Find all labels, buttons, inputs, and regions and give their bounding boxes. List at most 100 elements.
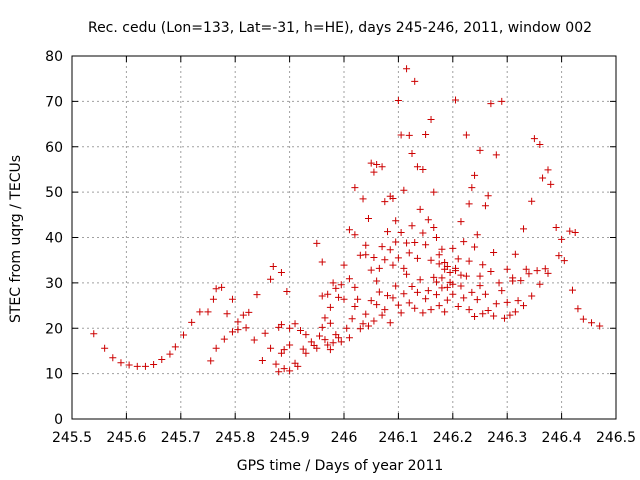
chart-title: Rec. cedu (Lon=133, Lat=-31, h=HE), days… xyxy=(88,20,592,36)
data-point xyxy=(267,275,275,283)
data-point xyxy=(313,344,321,352)
data-point xyxy=(277,349,285,357)
data-point xyxy=(528,197,536,205)
data-point xyxy=(435,260,443,268)
x-tick-label: 245.7 xyxy=(161,430,201,446)
data-point xyxy=(558,235,566,243)
data-point xyxy=(427,306,435,314)
data-point xyxy=(528,292,536,300)
data-point xyxy=(234,326,242,334)
data-point xyxy=(422,295,430,303)
x-tick-labels: 245.5 245.6 245.7 245.8 245.9 246 246.1 246.2 24… xyxy=(52,430,636,446)
data-point xyxy=(471,171,479,179)
data-point xyxy=(90,330,98,338)
data-point xyxy=(378,311,386,319)
data-point xyxy=(579,315,587,323)
data-point xyxy=(125,361,133,369)
data-point xyxy=(454,255,462,263)
data-point xyxy=(392,238,400,246)
data-point xyxy=(367,297,375,305)
data-point xyxy=(588,319,596,327)
data-point xyxy=(180,331,188,339)
data-point xyxy=(452,96,460,104)
data-point xyxy=(403,270,411,278)
data-point xyxy=(530,135,538,143)
data-point xyxy=(275,368,283,376)
data-point xyxy=(457,271,465,279)
data-point xyxy=(422,130,430,138)
data-point xyxy=(335,334,343,342)
data-point xyxy=(394,301,402,309)
data-point xyxy=(321,336,329,344)
data-point xyxy=(283,287,291,295)
data-point xyxy=(468,184,476,192)
data-point xyxy=(492,151,500,159)
data-point xyxy=(351,283,359,291)
data-point xyxy=(403,239,411,247)
data-point xyxy=(220,335,228,343)
data-point xyxy=(133,362,141,370)
data-point xyxy=(326,346,334,354)
data-point xyxy=(411,304,419,312)
data-point xyxy=(313,239,321,247)
data-point xyxy=(479,261,487,269)
data-point xyxy=(432,234,440,241)
data-point xyxy=(326,303,334,311)
data-point xyxy=(462,131,470,139)
data-point xyxy=(416,205,424,213)
data-point xyxy=(547,180,555,188)
data-point xyxy=(476,272,484,280)
data-point xyxy=(209,295,217,303)
data-point xyxy=(498,287,506,295)
data-point xyxy=(462,272,470,280)
data-point xyxy=(370,317,378,325)
data-point xyxy=(351,231,359,239)
data-point xyxy=(397,229,405,237)
data-point xyxy=(117,359,125,367)
data-point xyxy=(370,168,378,176)
data-point xyxy=(207,357,215,365)
data-point xyxy=(286,367,294,375)
data-point xyxy=(212,344,220,352)
axis-ticks xyxy=(71,55,617,420)
y-tick-label: 0 xyxy=(54,412,63,428)
data-point xyxy=(340,261,348,269)
data-point xyxy=(438,274,446,282)
data-point xyxy=(196,308,204,316)
data-point xyxy=(392,282,400,290)
data-point xyxy=(397,131,405,139)
data-point xyxy=(479,310,487,318)
data-point xyxy=(424,216,432,224)
grid xyxy=(72,56,616,419)
data-point xyxy=(514,297,522,305)
data-point xyxy=(389,294,397,302)
data-point xyxy=(356,251,364,259)
data-point xyxy=(318,292,326,300)
data-point xyxy=(552,224,560,232)
x-tick-label: 246 xyxy=(331,430,358,446)
data-point xyxy=(476,146,484,154)
data-point xyxy=(517,277,525,285)
data-point xyxy=(389,261,397,269)
data-point xyxy=(520,302,528,310)
data-point xyxy=(432,278,440,286)
data-point xyxy=(351,184,359,192)
data-point xyxy=(307,338,315,346)
x-tick-label: 245.9 xyxy=(270,430,310,446)
data-point xyxy=(223,310,231,318)
data-point xyxy=(454,302,462,310)
data-point xyxy=(441,258,449,266)
data-point xyxy=(427,256,435,264)
data-point xyxy=(449,244,457,252)
data-point xyxy=(495,279,503,287)
data-point xyxy=(424,287,432,295)
data-point xyxy=(340,295,348,303)
data-point xyxy=(413,254,421,262)
data-point xyxy=(405,299,413,307)
data-point xyxy=(476,282,484,290)
data-points xyxy=(90,65,604,376)
data-point xyxy=(242,324,250,332)
data-point xyxy=(381,198,389,206)
data-point xyxy=(332,284,340,292)
